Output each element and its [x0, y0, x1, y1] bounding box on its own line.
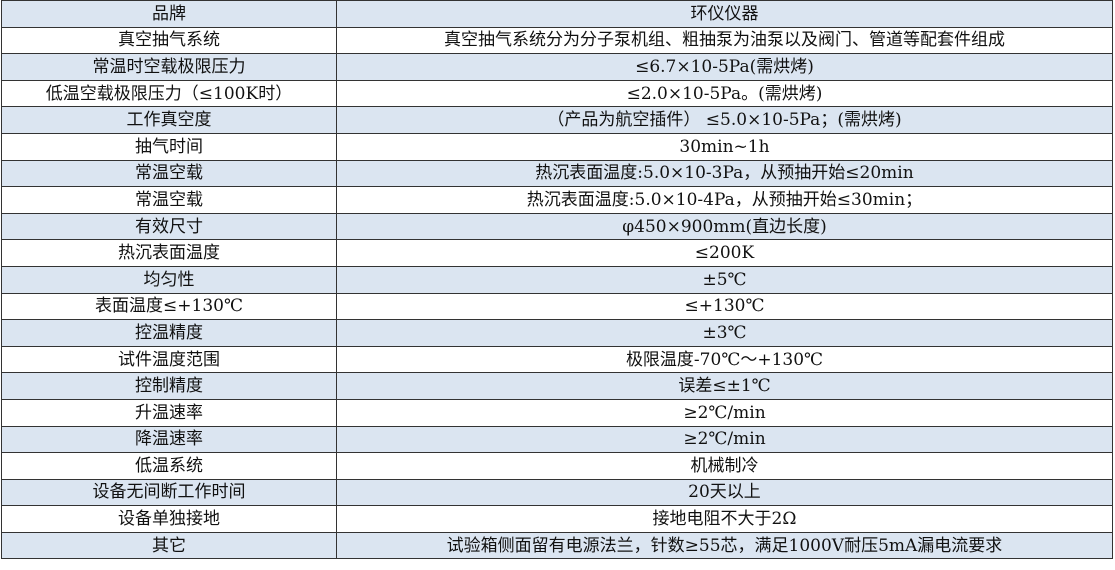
spec-value-cell: 真空抽气系统分为分子泵机组、粗抽泵为油泵以及阀门、管道等配套件组成: [336, 26, 1113, 55]
spec-name-cell: 表面温度≤+130℃: [1, 292, 337, 321]
spec-value-cell: 热沉表面温度:5.0×10-4Pa，从预抽开始≤30min；: [336, 186, 1113, 214]
spec-name-cell: 常温空载: [1, 159, 337, 188]
table-row: 其它 试验箱侧面留有电源法兰，针数≥55芯，满足1000V耐压5mA漏电流要求: [1, 531, 1113, 560]
spec-name-cell: 品牌: [1, 0, 337, 28]
spec-value-cell: φ450×900mm(直边长度): [336, 212, 1113, 241]
spec-value-cell: ±5℃: [336, 265, 1113, 294]
table-row: 工作真空度 （产品为航空插件） ≤5.0×10-5Pa；(需烘烤): [1, 106, 1113, 134]
spec-value-cell: ≤2.0×10-5Pa。(需烘烤): [336, 79, 1113, 108]
table-row: 试件温度范围 极限温度-70℃～+130℃: [1, 345, 1113, 374]
spec-name-cell: 降温速率: [1, 425, 337, 454]
table-row: 抽气时间 30min~1h: [1, 132, 1113, 161]
spec-name-cell: 控温精度: [1, 319, 337, 347]
spec-value-cell: 极限温度-70℃～+130℃: [336, 345, 1113, 374]
table-row: 低温空载极限压力（≤100K时） ≤2.0×10-5Pa。(需烘烤): [1, 79, 1113, 108]
spec-value-cell: ≤+130℃: [336, 292, 1113, 321]
spec-value-cell: 20天以上: [336, 478, 1113, 507]
table-row: 低温系统 机械制冷: [1, 452, 1113, 480]
spec-value-cell: ≤6.7×10-5Pa(需烘烤): [336, 53, 1113, 81]
table-row: 设备无间断工作时间 20天以上: [1, 478, 1113, 507]
table-row: 设备单独接地 接地电阻不大于2Ω: [1, 505, 1113, 533]
spec-value-cell: （产品为航空插件） ≤5.0×10-5Pa；(需烘烤): [336, 106, 1113, 134]
table-row: 降温速率 ≥2℃/min: [1, 425, 1113, 454]
table-row: 常温空载 热沉表面温度:5.0×10-4Pa，从预抽开始≤30min；: [1, 186, 1113, 214]
spec-name-cell: 其它: [1, 531, 337, 560]
spec-value-cell: ±3℃: [336, 319, 1113, 347]
spec-name-cell: 常温时空载极限压力: [1, 53, 337, 81]
spec-name-cell: 低温系统: [1, 452, 337, 480]
table-row: 热沉表面温度 ≤200K: [1, 239, 1113, 267]
spec-name-cell: 设备无间断工作时间: [1, 478, 337, 507]
table-row: 品牌 环仪仪器: [1, 0, 1113, 28]
spec-name-cell: 试件温度范围: [1, 345, 337, 374]
spec-name-cell: 真空抽气系统: [1, 26, 337, 55]
spec-table: 品牌 环仪仪器 真空抽气系统 真空抽气系统分为分子泵机组、粗抽泵为油泵以及阀门、管道等…: [1, 0, 1113, 560]
spec-name-cell: 有效尺寸: [1, 212, 337, 241]
table-row: 控温精度 ±3℃: [1, 319, 1113, 347]
spec-name-cell: 控制精度: [1, 372, 337, 400]
table-row: 均匀性 ±5℃: [1, 265, 1113, 294]
spec-value-cell: 接地电阻不大于2Ω: [336, 505, 1113, 533]
spec-value-cell: ≥2℃/min: [336, 425, 1113, 454]
spec-value-cell: ≥2℃/min: [336, 398, 1113, 427]
spec-name-cell: 低温空载极限压力（≤100K时）: [1, 79, 337, 108]
table-row: 表面温度≤+130℃ ≤+130℃: [1, 292, 1113, 321]
table-row: 升温速率 ≥2℃/min: [1, 398, 1113, 427]
spec-name-cell: 升温速率: [1, 398, 337, 427]
spec-name-cell: 常温空载: [1, 186, 337, 214]
spec-name-cell: 设备单独接地: [1, 505, 337, 533]
spec-value-cell: 试验箱侧面留有电源法兰，针数≥55芯，满足1000V耐压5mA漏电流要求: [336, 531, 1113, 560]
spec-name-cell: 抽气时间: [1, 132, 337, 161]
table-row: 控制精度 误差≤±1℃: [1, 372, 1113, 400]
table-row: 常温空载 热沉表面温度:5.0×10-3Pa，从预抽开始≤20min: [1, 159, 1113, 188]
spec-value-cell: 30min~1h: [336, 132, 1113, 161]
spec-value-cell: ≤200K: [336, 239, 1113, 267]
spec-name-cell: 工作真空度: [1, 106, 337, 134]
spec-value-cell: 环仪仪器: [336, 0, 1113, 28]
spec-value-cell: 热沉表面温度:5.0×10-3Pa，从预抽开始≤20min: [336, 159, 1113, 188]
table-row: 常温时空载极限压力 ≤6.7×10-5Pa(需烘烤): [1, 53, 1113, 81]
table-row: 真空抽气系统 真空抽气系统分为分子泵机组、粗抽泵为油泵以及阀门、管道等配套件组成: [1, 26, 1113, 55]
spec-value-cell: 机械制冷: [336, 452, 1113, 480]
spec-value-cell: 误差≤±1℃: [336, 372, 1113, 400]
spec-name-cell: 均匀性: [1, 265, 337, 294]
table-row: 有效尺寸 φ450×900mm(直边长度): [1, 212, 1113, 241]
spec-name-cell: 热沉表面温度: [1, 239, 337, 267]
